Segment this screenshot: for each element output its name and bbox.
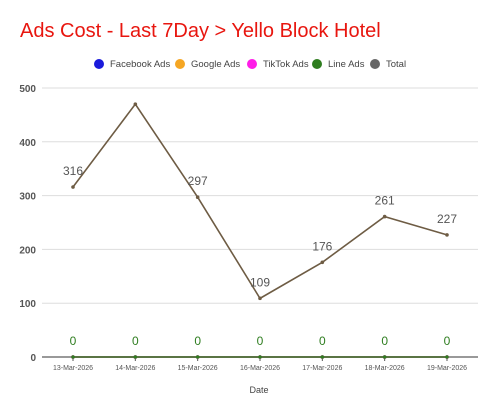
data-point-total — [382, 214, 387, 219]
data-point-total — [258, 296, 262, 301]
data-label-total: 316 — [63, 164, 83, 178]
legend-label-tiktok-ads: TikTok Ads — [263, 58, 309, 70]
data-label-line-ads: 0 — [257, 334, 264, 348]
y-tick-label: 100 — [19, 299, 36, 310]
legend: Facebook Ads Google Ads TikTok Ads Line … — [0, 56, 499, 72]
legend-item-facebook-ads[interactable]: Facebook Ads — [94, 56, 170, 72]
data-point-line-ads — [445, 355, 449, 359]
legend-item-line-ads[interactable]: Line Ads — [312, 56, 364, 72]
data-label-total: 261 — [375, 194, 395, 208]
legend-marker-facebook-ads — [94, 59, 104, 69]
legend-marker-line-ads — [312, 59, 322, 69]
data-label-line-ads: 0 — [70, 334, 77, 348]
x-axis-title: Date — [249, 385, 268, 395]
legend-label-google-ads: Google Ads — [191, 58, 241, 70]
y-tick-label: 400 — [19, 138, 36, 149]
data-label-total: 297 — [188, 174, 208, 188]
data-point-line-ads — [195, 355, 200, 359]
axes: 0 100 200 300 400 500 13-Mar-2026 14-Mar-2026 15… — [19, 84, 478, 372]
data-label-line-ads: 0 — [132, 334, 139, 348]
legend-item-total[interactable]: Total — [370, 56, 406, 72]
data-point-total — [71, 185, 75, 189]
data-label-line-ads: 0 — [319, 334, 326, 348]
legend-marker-total — [370, 59, 380, 69]
legend-label-line-ads: Line Ads — [328, 58, 365, 70]
data-label-total: 109 — [250, 275, 270, 289]
chart-title: Ads Cost - Last 7Day > Yello Block Hotel — [20, 20, 381, 42]
legend-marker-google-ads — [175, 59, 185, 69]
y-tick-label: 0 — [30, 353, 36, 364]
data-point-total — [320, 260, 325, 265]
legend-label-total: Total — [386, 58, 407, 70]
y-tick-label: 200 — [19, 245, 36, 256]
series — [71, 102, 449, 359]
gridlines — [42, 87, 478, 304]
data-label-line-ads: 0 — [381, 334, 388, 348]
data-point-total — [133, 102, 138, 106]
data-label-line-ads: 0 — [194, 334, 201, 348]
data-label-line-ads: 0 — [444, 334, 451, 348]
legend-item-tiktok-ads[interactable]: TikTok Ads — [247, 56, 309, 72]
data-point-line-ads — [258, 355, 262, 359]
x-tick-label: 15-Mar-2026 — [178, 365, 218, 372]
data-label-total: 176 — [312, 239, 332, 253]
data-point-total — [195, 195, 200, 200]
x-tick-label: 16-Mar-2026 — [240, 365, 280, 372]
data-point-line-ads — [71, 355, 75, 359]
x-tick-label: 18-Mar-2026 — [365, 365, 405, 372]
data-point-line-ads — [382, 355, 387, 359]
data-labels: 0 0 0 0 0 0 0 316 297 109 176 261 227 — [63, 164, 457, 348]
y-tick-label: 300 — [19, 192, 36, 203]
legend-marker-tiktok-ads — [247, 59, 257, 69]
data-point-line-ads — [320, 355, 325, 359]
data-label-total: 227 — [437, 212, 457, 226]
x-tick-label: 17-Mar-2026 — [302, 365, 342, 372]
legend-label-facebook-ads: Facebook Ads — [110, 58, 171, 70]
data-point-total — [445, 233, 449, 237]
x-tick-label: 14-Mar-2026 — [115, 365, 155, 372]
y-tick-label: 500 — [19, 84, 36, 95]
data-point-line-ads — [133, 355, 138, 359]
legend-item-google-ads[interactable]: Google Ads — [175, 56, 240, 72]
x-tick-label: 13-Mar-2026 — [53, 365, 93, 372]
x-tick-label: 19-Mar-2026 — [427, 365, 467, 372]
